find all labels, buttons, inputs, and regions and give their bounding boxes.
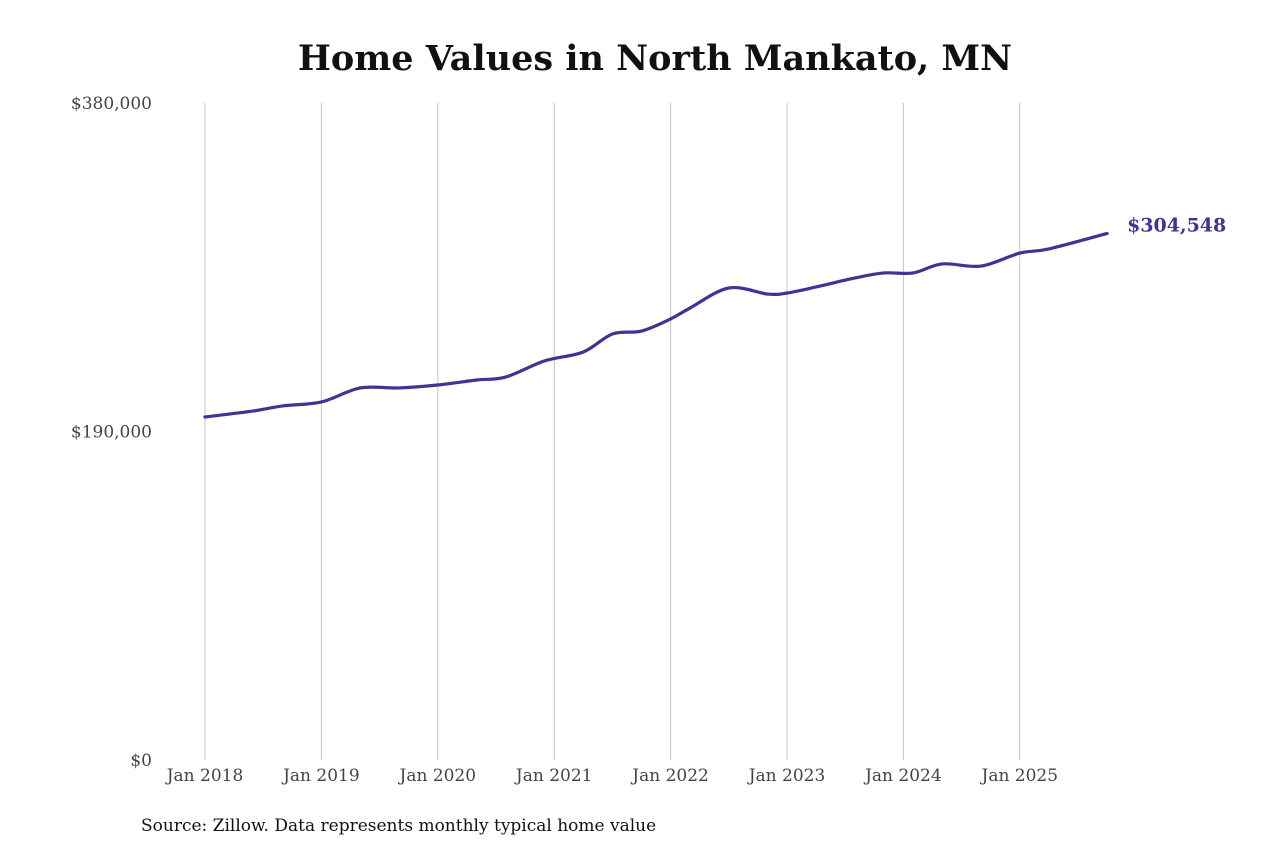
source-note: Source: Zillow. Data represents monthly … bbox=[141, 816, 657, 836]
series-line bbox=[203, 231, 1109, 419]
x-tick-label: Jan 2020 bbox=[398, 766, 477, 786]
x-tick-label: Jan 2023 bbox=[747, 766, 826, 786]
x-tick-label: Jan 2021 bbox=[514, 766, 593, 786]
y-tick-label: $190,000 bbox=[71, 423, 152, 443]
x-tick-label: Jan 2024 bbox=[863, 766, 942, 786]
end-value-label: $304,548 bbox=[1127, 214, 1226, 236]
y-tick-label: $380,000 bbox=[71, 94, 152, 114]
x-tick-label: Jan 2022 bbox=[630, 766, 709, 786]
y-tick-label: $0 bbox=[130, 751, 152, 771]
x-tick-label: Jan 2019 bbox=[281, 766, 360, 786]
x-tick-label: Jan 2018 bbox=[165, 766, 244, 786]
x-tick-label: Jan 2025 bbox=[980, 766, 1059, 786]
chart-title: Home Values in North Mankato, MN bbox=[297, 38, 1013, 79]
